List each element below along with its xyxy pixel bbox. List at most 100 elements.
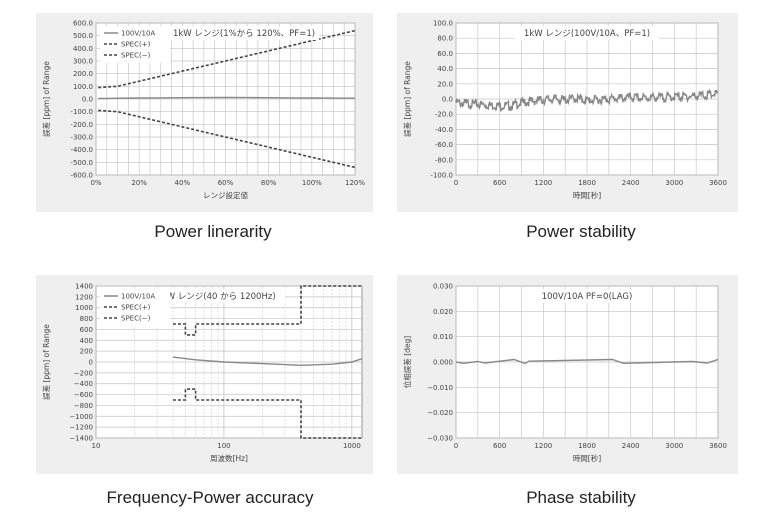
y-tick-label: 600.0 <box>73 20 93 28</box>
series-line-1 <box>173 285 362 336</box>
y-tick-label: 400.0 <box>73 45 93 53</box>
x-tick-label: 100% <box>302 179 322 187</box>
y-axis-label: 誤差 [ppm] of Range <box>41 324 51 400</box>
y-tick-label: 1200 <box>75 293 93 301</box>
y-tick-label: 0.030 <box>433 283 453 291</box>
x-tick-label: 3600 <box>709 179 727 187</box>
legend-label: SPEC(+) <box>121 304 151 312</box>
chart-title-bg <box>168 26 320 40</box>
y-tick-label: 0 <box>89 359 93 367</box>
y-tick-label: -20.0 <box>435 111 453 119</box>
x-tick-label: 3600 <box>709 442 727 450</box>
chart-power-linearity: 600.0 500.0 400.0 300.0 200.0 100.0 0.0 -100.0 -… <box>41 20 365 201</box>
x-tick-label: 1800 <box>578 179 596 187</box>
x-axis-label: 時間[秒] <box>573 190 601 200</box>
x-tick-label: 1800 <box>578 442 596 450</box>
legend-label: SPEC(+) <box>121 41 151 49</box>
y-tick-label: 40.0 <box>437 65 453 73</box>
series-line-1 <box>98 29 356 89</box>
x-axis-label: 周波数[Hz] <box>210 453 248 463</box>
x-tick-label: 1200 <box>534 179 552 187</box>
y-tick-label: 1000 <box>75 304 93 312</box>
y-tick-label: 800 <box>80 315 93 323</box>
series-line-2 <box>173 388 362 439</box>
y-axis-label: 位相誤差 [deg] <box>402 336 412 388</box>
x-tick-label: 10 <box>92 442 101 450</box>
x-tick-label: 3000 <box>665 442 683 450</box>
y-tick-label: −600 <box>74 391 93 399</box>
y-tick-label: −400 <box>74 380 93 388</box>
y-tick-label: 300.0 <box>73 58 93 66</box>
y-tick-label: 80.0 <box>437 35 453 43</box>
x-tick-label: 60% <box>218 179 234 187</box>
y-tick-label: 0.000 <box>433 359 453 367</box>
y-tick-label: -500.0 <box>70 159 93 167</box>
y-tick-label: -100.0 <box>430 172 453 180</box>
y-tick-label: 500.0 <box>73 32 93 40</box>
legend-label: SPEC(−) <box>121 52 151 60</box>
x-tick-label: 2400 <box>622 442 640 450</box>
caption-frequency-power-accuracy: Frequency-Power accuracy <box>106 488 314 507</box>
y-tick-label: 0.010 <box>433 333 453 341</box>
series-line-0 <box>172 356 363 367</box>
y-tick-label: -100.0 <box>70 108 93 116</box>
y-tick-label: −0.020 <box>427 409 453 417</box>
y-tick-label: 200 <box>80 348 93 356</box>
legend-label: 100V/10A <box>121 30 155 38</box>
chart-title-bg <box>527 289 647 303</box>
y-tick-label: 400 <box>80 337 93 345</box>
x-tick-label: 120% <box>345 179 365 187</box>
y-tick-label: −1400 <box>69 435 93 443</box>
chart-title: 1kW レンジ(1%から 120%、PF=1) <box>173 29 315 39</box>
y-tick-label: -80.0 <box>435 156 453 164</box>
legend-label: SPEC(−) <box>121 315 151 323</box>
y-tick-label: 0.020 <box>433 308 453 316</box>
chart-power-stability: 100.0 80.0 60.0 40.0 20.0 0.0 -20.0 -40.0 -60.0 -… <box>402 20 727 201</box>
series-line-0 <box>98 96 356 100</box>
y-tick-label: 200.0 <box>73 70 93 78</box>
y-tick-label: 0.0 <box>82 96 93 104</box>
y-tick-label: 0.0 <box>442 96 453 104</box>
x-tick-label: 0 <box>454 179 458 187</box>
y-tick-label: −0.010 <box>427 384 453 392</box>
series-line-0 <box>455 358 719 365</box>
chart-title: 1kW レンジ(40 から 1200Hz) <box>156 292 275 302</box>
x-axis-label: レンジ設定値 <box>203 190 248 200</box>
y-tick-label: 1400 <box>75 283 93 291</box>
x-tick-label: 1200 <box>534 442 552 450</box>
series-line-0 <box>455 88 719 113</box>
x-tick-label: 80% <box>261 179 277 187</box>
chart-frequency-power-accuracy: 1400 1200 1000 800 600 400 200 0 −200 −400 −600 −80… <box>41 283 363 463</box>
chart-title-bg <box>514 26 660 40</box>
series-line-2 <box>98 109 356 169</box>
x-axis-label: 時間[秒] <box>573 453 601 463</box>
x-tick-label: 40% <box>175 179 191 187</box>
x-tick-label: 600 <box>493 442 506 450</box>
legend-label: 100V/10A <box>121 293 155 301</box>
y-tick-label: −800 <box>74 402 93 410</box>
x-tick-label: 2400 <box>622 179 640 187</box>
y-tick-label: -300.0 <box>70 134 93 142</box>
x-tick-label: 20% <box>131 179 147 187</box>
y-tick-label: -60.0 <box>435 141 453 149</box>
y-tick-label: -600.0 <box>70 172 93 180</box>
chart-title-bg <box>146 289 286 303</box>
chart-title: 1kW レンジ(100V/10A、PF=1) <box>524 29 650 39</box>
chart-title: 100V/10A PF=0(LAG) <box>542 292 633 302</box>
caption-power-linearity: Power linerarity <box>154 222 272 241</box>
x-tick-label: 100 <box>217 442 230 450</box>
x-tick-label: 0% <box>90 179 101 187</box>
x-tick-label: 0 <box>454 442 458 450</box>
y-tick-label: 600 <box>80 326 93 334</box>
y-tick-label: 20.0 <box>437 80 453 88</box>
y-tick-label: 100.0 <box>433 20 453 28</box>
y-tick-label: 60.0 <box>437 50 453 58</box>
y-tick-label: -40.0 <box>435 126 453 134</box>
caption-phase-stability: Phase stability <box>526 488 636 507</box>
y-tick-label: 100.0 <box>73 83 93 91</box>
x-tick-label: 600 <box>493 179 506 187</box>
x-tick-label: 3000 <box>665 179 683 187</box>
caption-power-stability: Power stability <box>526 222 636 241</box>
y-tick-label: -200.0 <box>70 121 93 129</box>
